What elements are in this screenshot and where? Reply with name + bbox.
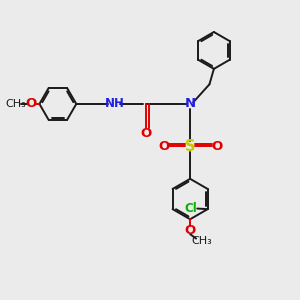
Text: O: O (184, 224, 196, 237)
Text: CH₃: CH₃ (191, 236, 212, 246)
Text: Cl: Cl (184, 202, 197, 215)
Text: O: O (26, 98, 37, 110)
Text: S: S (185, 139, 195, 154)
Text: O: O (158, 140, 169, 153)
Text: O: O (211, 140, 222, 153)
Text: N: N (184, 98, 196, 110)
Text: NH: NH (104, 98, 124, 110)
Text: O: O (140, 127, 151, 140)
Text: CH₃: CH₃ (5, 99, 26, 109)
